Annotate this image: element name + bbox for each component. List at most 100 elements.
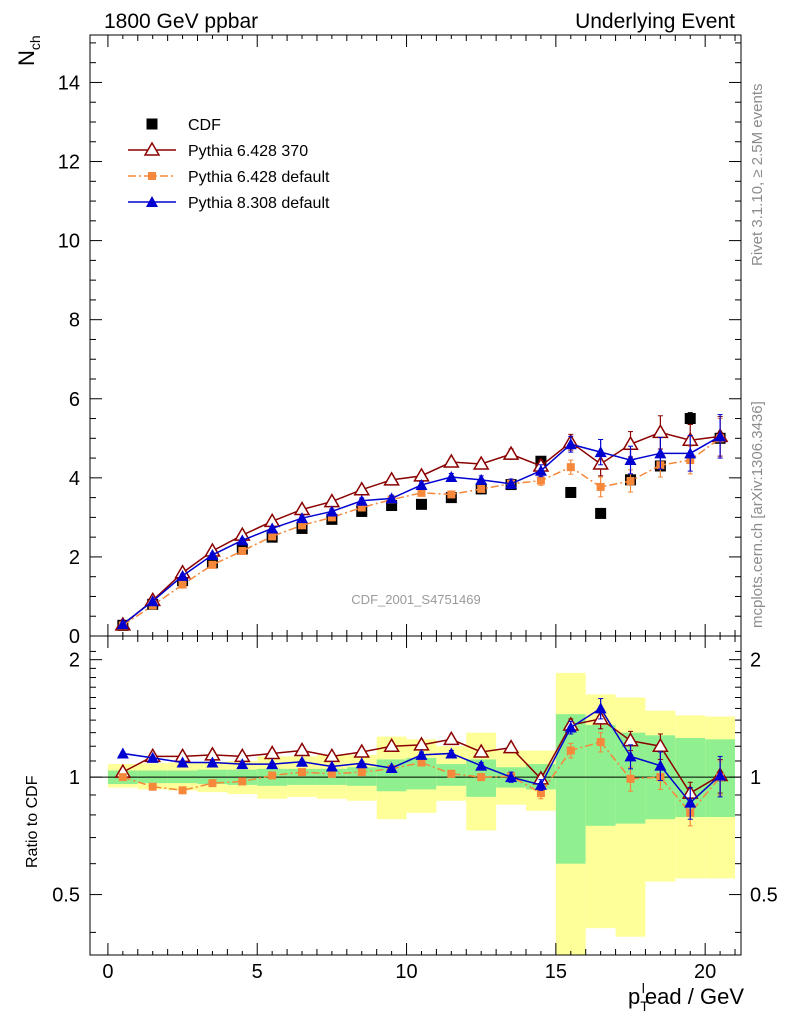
data-point	[566, 463, 575, 472]
data-point	[505, 771, 518, 783]
data-point	[355, 757, 368, 769]
data-point	[298, 521, 307, 530]
data-point	[327, 513, 336, 522]
series-line	[122, 741, 721, 814]
data-point	[445, 747, 458, 759]
data-point	[652, 423, 669, 439]
series-pythia-8-308-default	[116, 414, 727, 630]
data-point	[684, 447, 697, 459]
y-tick-label: 6	[69, 389, 80, 411]
x-tick-label: 15	[545, 961, 567, 983]
data-point	[505, 477, 518, 489]
inner-band-bin	[346, 767, 377, 786]
main-ylabel-sub: ch	[27, 35, 43, 50]
data-point	[684, 796, 697, 808]
ratio-y-tick-label: 2	[69, 650, 80, 672]
data-point	[594, 446, 607, 458]
ratio-y-tick-label-right: 0.5	[750, 885, 778, 907]
x-axis-label-rest: ead / GeV	[645, 984, 744, 1009]
legend-label: Pythia 6.428 370	[188, 143, 308, 160]
x-tick-label: 10	[395, 961, 417, 983]
data-point	[594, 702, 607, 714]
data-point	[472, 743, 490, 758]
data-point	[654, 759, 667, 771]
data-point	[206, 756, 219, 768]
data-point	[472, 455, 490, 470]
data-point	[146, 751, 159, 763]
data-point	[475, 759, 488, 771]
data-point	[534, 464, 547, 476]
data-point	[626, 477, 635, 486]
data-point	[415, 748, 428, 760]
legend: CDF Pythia 6.428 370 Pythia 6.428 default P…	[128, 117, 330, 212]
ratio-y-tick-label: 0.5	[52, 885, 80, 907]
data-point	[564, 438, 577, 450]
data-point	[148, 782, 157, 791]
data-point	[176, 569, 189, 581]
data-point	[714, 430, 727, 442]
data-point	[415, 498, 427, 510]
x-axis-label-sup: l	[642, 980, 645, 996]
data-point	[293, 742, 311, 757]
data-point	[178, 580, 187, 589]
data-point	[443, 730, 460, 746]
data-point	[445, 471, 458, 483]
data-point	[477, 773, 486, 782]
y-tick-label: 14	[58, 72, 80, 94]
main-ylabel-text: N	[14, 50, 39, 66]
ratio-y-tick-label-right: 2	[750, 650, 761, 672]
legend-label: Pythia 8.308 default	[188, 195, 330, 212]
x-tick-label: 5	[252, 961, 263, 983]
data-point	[447, 769, 456, 778]
legend-item: CDF	[146, 117, 221, 134]
y-tick-label: 2	[69, 547, 80, 569]
x-axis-label-sub: T	[640, 998, 649, 1014]
mcplots-note: mcplots.cern.ch [arXiv:1306.3436]	[749, 401, 766, 628]
analysis-watermark: CDF_2001_S4751469	[351, 592, 480, 607]
data-point	[116, 618, 129, 630]
data-point	[238, 546, 247, 555]
data-point	[357, 768, 366, 777]
data-point	[534, 778, 547, 790]
main-series	[114, 412, 729, 631]
data-point	[238, 777, 247, 786]
data-point	[383, 471, 400, 486]
data-point	[118, 773, 127, 782]
data-point	[266, 522, 279, 534]
data-point	[565, 486, 577, 498]
ratio-uncertainty-bands	[107, 672, 736, 955]
data-point	[443, 453, 460, 468]
data-point	[596, 482, 605, 491]
data-point	[417, 488, 426, 497]
x-axis-label-p: p	[628, 984, 640, 1009]
legend-label: Pythia 6.428 default	[188, 169, 330, 186]
legend-marker	[143, 141, 161, 156]
data-point	[178, 786, 187, 795]
data-point	[383, 737, 400, 752]
inner-band-bin	[555, 714, 586, 864]
data-point	[266, 758, 279, 770]
data-point	[714, 769, 727, 781]
ratio-y-tick-label-right: 1	[750, 767, 761, 789]
data-point	[296, 512, 309, 524]
data-point	[268, 771, 277, 780]
legend-item: Pythia 6.428 370	[128, 141, 308, 160]
data-point	[596, 738, 605, 747]
data-point	[595, 507, 607, 519]
data-point	[236, 534, 249, 546]
data-point	[502, 445, 520, 460]
legend-item: Pythia 8.308 default	[128, 195, 330, 212]
data-point	[477, 484, 486, 493]
data-point	[385, 762, 398, 774]
data-point	[566, 746, 575, 755]
x-tick-label: 0	[102, 961, 113, 983]
legend-item: Pythia 6.428 default	[128, 169, 330, 186]
data-point	[325, 760, 338, 772]
data-point	[208, 779, 217, 788]
data-point	[536, 789, 545, 798]
y-tick-label: 4	[69, 468, 80, 490]
legend-label: CDF	[188, 117, 221, 134]
y-tick-label: 8	[69, 310, 80, 332]
data-point	[447, 490, 456, 499]
